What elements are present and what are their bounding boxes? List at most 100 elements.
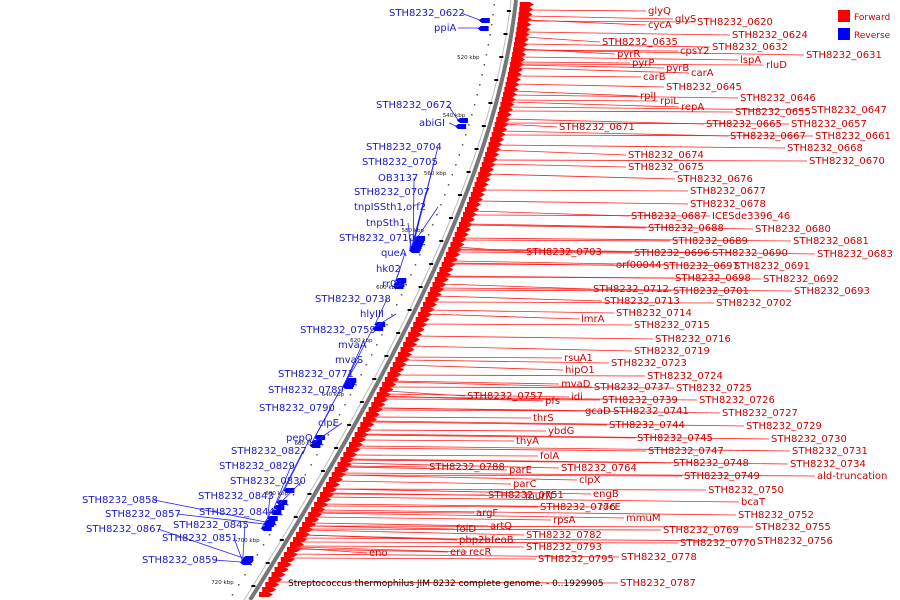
forward-feature-arrow[interactable]: [259, 592, 274, 597]
forward-gene-label[interactable]: STH8232_0689: [672, 236, 748, 247]
forward-gene-label[interactable]: STH8232_0744: [609, 420, 685, 431]
reverse-feature-arrow[interactable]: [342, 384, 354, 389]
reverse-gene-label[interactable]: STH8232_0705: [362, 157, 438, 168]
forward-feature-arrow[interactable]: [505, 82, 520, 87]
forward-gene-label[interactable]: STH8232_0734: [790, 459, 866, 470]
reverse-feature-arrow[interactable]: [266, 516, 278, 521]
reverse-gene-label[interactable]: STH8232_0672: [376, 100, 452, 111]
forward-gene-label[interactable]: STH8232_0788: [429, 462, 505, 473]
forward-feature-arrow[interactable]: [478, 172, 493, 177]
forward-feature-arrow[interactable]: [351, 437, 366, 442]
forward-gene-label[interactable]: STH8232_0726: [699, 395, 775, 406]
forward-gene-label[interactable]: mvaD: [561, 379, 591, 390]
forward-gene-label[interactable]: STH8232_0755: [755, 522, 831, 533]
forward-feature-arrow[interactable]: [454, 232, 469, 237]
forward-feature-arrow[interactable]: [513, 42, 528, 47]
forward-feature-arrow[interactable]: [371, 402, 386, 407]
forward-feature-arrow[interactable]: [466, 202, 481, 207]
forward-gene-label[interactable]: STH8232_0739: [602, 395, 678, 406]
forward-gene-label[interactable]: STH8232_0687: [631, 211, 707, 222]
reverse-gene-label[interactable]: STH8232_0707: [354, 187, 430, 198]
forward-feature-arrow[interactable]: [456, 227, 471, 232]
forward-feature-arrow[interactable]: [476, 177, 491, 182]
forward-gene-label[interactable]: recR: [469, 547, 492, 558]
forward-feature-arrow[interactable]: [432, 282, 447, 287]
forward-feature-arrow[interactable]: [325, 482, 340, 487]
forward-feature-arrow[interactable]: [395, 357, 410, 362]
forward-gene-label[interactable]: orf00044: [616, 260, 662, 271]
forward-gene-label[interactable]: STH8232_0680: [755, 224, 831, 235]
forward-gene-label[interactable]: STH8232_0665: [706, 119, 782, 130]
forward-gene-label[interactable]: STH8232_0741: [613, 406, 689, 417]
forward-gene-label[interactable]: thyA: [516, 436, 539, 447]
forward-gene-label[interactable]: clpX: [579, 475, 601, 486]
forward-gene-label[interactable]: STH8232_0661: [815, 131, 891, 142]
forward-gene-label[interactable]: STH8232_0674: [628, 150, 704, 161]
forward-feature-arrow[interactable]: [490, 137, 505, 142]
forward-feature-arrow[interactable]: [481, 162, 496, 167]
forward-gene-label[interactable]: STH8232_0725: [676, 383, 752, 394]
forward-gene-label[interactable]: bcaT: [741, 497, 766, 508]
forward-feature-arrow[interactable]: [460, 217, 475, 222]
forward-feature-arrow[interactable]: [448, 247, 463, 252]
forward-feature-arrow[interactable]: [365, 412, 380, 417]
forward-gene-label[interactable]: STH8232_0795: [538, 554, 614, 565]
forward-feature-arrow[interactable]: [434, 277, 449, 282]
forward-gene-label[interactable]: STH8232_0693: [794, 286, 870, 297]
reverse-gene-label[interactable]: hlyIII: [360, 309, 384, 320]
reverse-gene-label[interactable]: STH8232_0857: [105, 509, 181, 520]
forward-gene-label[interactable]: repA: [681, 102, 704, 113]
forward-gene-label[interactable]: hipO1: [565, 365, 595, 376]
forward-gene-label[interactable]: ybdG: [548, 426, 574, 437]
forward-gene-label[interactable]: STH8232_0776: [540, 502, 616, 513]
forward-feature-arrow[interactable]: [268, 577, 283, 582]
forward-feature-arrow[interactable]: [513, 47, 528, 52]
forward-gene-label[interactable]: lspA: [740, 55, 761, 66]
forward-gene-label[interactable]: STH8232_0793: [526, 542, 602, 553]
forward-feature-arrow[interactable]: [413, 322, 428, 327]
reverse-feature-arrow[interactable]: [239, 560, 251, 565]
reverse-feature-arrow[interactable]: [392, 284, 404, 289]
forward-gene-label[interactable]: STH8232_0787: [620, 578, 696, 589]
forward-gene-label[interactable]: STH8232_0691: [734, 261, 810, 272]
forward-gene-label[interactable]: STH8232_0769: [663, 525, 739, 536]
forward-feature-arrow[interactable]: [510, 62, 525, 67]
forward-feature-arrow[interactable]: [516, 27, 531, 32]
forward-gene-label[interactable]: pbp2b: [459, 535, 491, 546]
forward-gene-label[interactable]: parC: [513, 479, 537, 490]
forward-gene-label[interactable]: STH8232_0702: [716, 298, 792, 309]
forward-gene-label[interactable]: STH8232_0697: [663, 261, 739, 272]
reverse-feature-arrow[interactable]: [260, 526, 272, 531]
forward-feature-arrow[interactable]: [515, 32, 530, 37]
forward-feature-arrow[interactable]: [410, 327, 425, 332]
forward-feature-arrow[interactable]: [265, 582, 280, 587]
forward-feature-arrow[interactable]: [496, 117, 511, 122]
reverse-gene-label[interactable]: tnpISSth1,orf2: [354, 202, 426, 213]
forward-feature-arrow[interactable]: [343, 452, 358, 457]
forward-gene-label[interactable]: STH8232_0698: [675, 273, 751, 284]
forward-gene-label[interactable]: STH8232_0667: [730, 131, 806, 142]
reverse-gene-label[interactable]: STH8232_0789: [268, 385, 344, 396]
forward-feature-arrow[interactable]: [418, 312, 433, 317]
forward-gene-label[interactable]: STH8232_0635: [602, 37, 678, 48]
forward-gene-label[interactable]: murN: [525, 491, 553, 502]
forward-gene-label[interactable]: artQ: [490, 521, 512, 532]
forward-feature-arrow[interactable]: [357, 427, 372, 432]
reverse-gene-label[interactable]: STH8232_0704: [366, 142, 442, 153]
forward-feature-arrow[interactable]: [360, 422, 375, 427]
forward-feature-arrow[interactable]: [283, 552, 298, 557]
forward-feature-arrow[interactable]: [400, 347, 415, 352]
reverse-gene-label[interactable]: STH8232_0829: [219, 461, 295, 472]
forward-gene-label[interactable]: STH8232_0631: [806, 50, 882, 61]
forward-gene-label[interactable]: STH8232_0696: [634, 248, 710, 259]
forward-gene-label[interactable]: STH8232_0675: [628, 162, 704, 173]
reverse-gene-label[interactable]: clpE: [318, 418, 339, 429]
reverse-feature-arrow[interactable]: [273, 505, 285, 510]
forward-gene-label[interactable]: STH8232_0692: [763, 274, 839, 285]
forward-gene-label[interactable]: cycA: [648, 20, 672, 31]
forward-gene-label[interactable]: rpiL: [660, 96, 679, 107]
forward-feature-arrow[interactable]: [392, 362, 407, 367]
forward-gene-label[interactable]: STH8232_0745: [637, 433, 713, 444]
forward-feature-arrow[interactable]: [354, 432, 369, 437]
reverse-feature-arrow[interactable]: [478, 18, 490, 23]
